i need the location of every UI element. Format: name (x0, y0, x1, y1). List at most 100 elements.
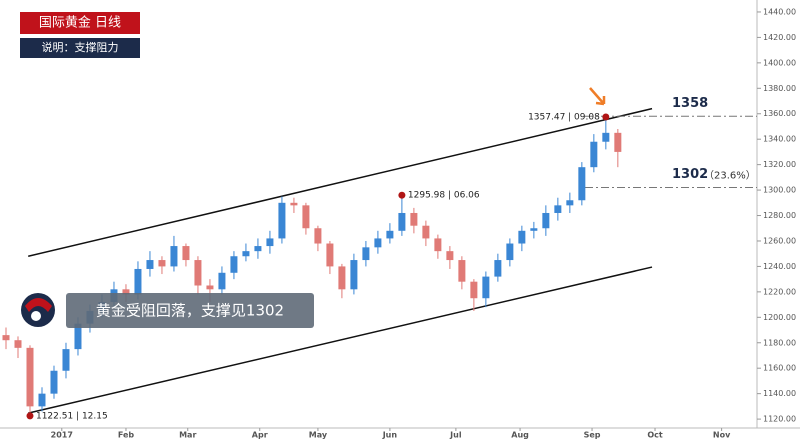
candle-body (422, 225, 430, 239)
candle-body (602, 132, 610, 142)
extreme-marker (398, 191, 406, 199)
candle-body (398, 212, 406, 231)
candle-body (506, 243, 514, 261)
chart-subtitle: 说明：支撑阻力 (42, 40, 119, 54)
candle (398, 195, 406, 236)
title-box (20, 12, 140, 34)
candle-body (302, 205, 310, 229)
x-tick-label: Oct (647, 431, 663, 440)
x-tick-label: Aug (511, 431, 529, 440)
candle (158, 256, 166, 275)
trend-line (28, 107, 653, 257)
candle (14, 336, 22, 359)
logo (21, 293, 55, 327)
candle-body (2, 335, 10, 341)
level-label: 1302 (672, 167, 708, 182)
candle (314, 225, 322, 252)
candle-body (26, 347, 34, 407)
candle-body (446, 251, 454, 261)
caption: 黄金受阻回落，支撑见1302 (96, 302, 284, 320)
candle (278, 196, 286, 244)
candle (266, 230, 274, 254)
extreme-label: 1357.47 | 09.08 (528, 112, 600, 122)
y-tick-label: 1300.00 (763, 186, 796, 195)
candle (218, 266, 226, 295)
candle-body (122, 289, 130, 295)
y-tick-label: 1440.00 (763, 7, 796, 16)
candle (194, 256, 202, 295)
candle (338, 263, 346, 299)
candle (458, 256, 466, 290)
candle-body (566, 200, 574, 206)
candle (530, 221, 538, 239)
candle-body (386, 230, 394, 239)
candle-body (290, 202, 298, 206)
plot: 1120.00 1140.00 1160.00 1180.00 1200.00 1220.… (2, 7, 796, 440)
candle (146, 251, 154, 277)
candle-body (494, 260, 502, 277)
candle (242, 243, 250, 262)
candle (410, 207, 418, 234)
chart-title: 国际黄金 日线 (39, 15, 121, 31)
candle-body (338, 266, 346, 290)
x-tick-label: Mar (179, 431, 196, 440)
subtitle-box (20, 38, 140, 58)
candle-body (482, 276, 490, 299)
peak-arrow (589, 87, 606, 106)
level-label: 1358 (672, 96, 708, 111)
candle (290, 197, 298, 213)
y-tick-label: 1220.00 (763, 287, 796, 296)
candle-body (530, 228, 538, 231)
y-tick-label: 1200.00 (763, 313, 796, 322)
y-tick-label: 1120.00 (763, 415, 796, 424)
candle (446, 246, 454, 269)
candle (26, 345, 34, 416)
level-note: （23.6%） (704, 170, 756, 182)
candle-body (38, 393, 46, 407)
candle (614, 129, 622, 168)
y-tick-label: 1420.00 (763, 33, 796, 42)
candle (422, 220, 430, 247)
candle (2, 327, 10, 350)
candle (182, 243, 190, 267)
candle-body (554, 205, 562, 213)
candle-body (242, 251, 250, 257)
candle-body (434, 238, 442, 252)
extreme-label: 1122.51 | 12.15 (36, 411, 108, 421)
candle-body (14, 340, 22, 348)
candle (554, 197, 562, 221)
x-tick-label: 2017 (51, 431, 73, 440)
x-tick-label: Sep (584, 431, 601, 440)
candle (302, 202, 310, 235)
x-tick-label: Apr (252, 431, 268, 440)
candle-body (590, 141, 598, 168)
y-tick-label: 1400.00 (763, 58, 796, 67)
candle-body (278, 202, 286, 239)
x-tick-label: Nov (713, 431, 731, 440)
candle-body (362, 247, 370, 261)
candle (434, 234, 442, 259)
candle (518, 225, 526, 252)
candle (494, 253, 502, 282)
y-tick-label: 1160.00 (763, 364, 796, 373)
candle-body (458, 260, 466, 282)
candle-body (50, 370, 58, 394)
trend-line (28, 266, 653, 414)
candle-body (542, 212, 550, 229)
extreme-label: 1295.98 | 06.06 (408, 191, 480, 201)
candle-body (74, 323, 82, 350)
candle (326, 240, 334, 275)
y-tick-label: 1320.00 (763, 160, 796, 169)
y-tick-label: 1280.00 (763, 211, 796, 220)
candle (374, 230, 382, 254)
candle (482, 271, 490, 308)
y-tick-label: 1360.00 (763, 109, 796, 118)
x-tick-label: Jul (449, 431, 462, 440)
candle (566, 192, 574, 213)
candle (254, 238, 262, 259)
candle (542, 205, 550, 236)
y-tick-label: 1260.00 (763, 236, 796, 245)
candle-body (134, 268, 142, 295)
extreme-marker (602, 113, 610, 121)
candle (62, 342, 70, 379)
